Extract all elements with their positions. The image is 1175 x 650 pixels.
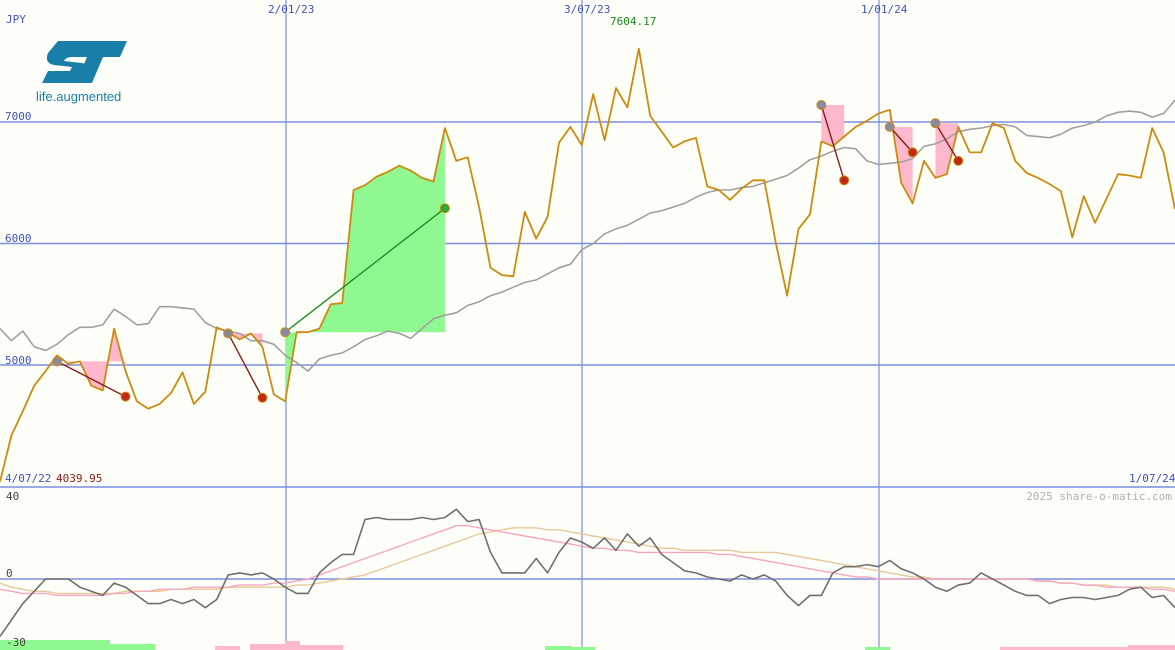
osc-histogram-bar <box>250 644 285 650</box>
oscillator-panel <box>0 508 1175 650</box>
osc-histogram-bar <box>1070 647 1128 650</box>
osc-histogram-bar <box>215 646 240 650</box>
benchmark-line <box>0 99 1175 372</box>
trade-fill-gain <box>285 128 445 402</box>
trade-connector <box>889 126 914 153</box>
st-logo-mark <box>42 41 127 83</box>
trade-exit-point <box>439 203 450 214</box>
osc-histogram-bar <box>110 644 155 650</box>
max-value-label: 7604.17 <box>610 15 656 28</box>
x-tick-label: 2/01/23 <box>268 3 314 16</box>
trade-exit-point <box>953 155 964 166</box>
trade-markers <box>52 99 964 403</box>
osc-histogram-bar <box>300 645 343 650</box>
trade-connector <box>284 207 446 333</box>
osc-histogram-bar <box>1128 645 1175 650</box>
x-tick-label: 1/07/24 <box>1129 472 1175 485</box>
trade-entry-point <box>816 99 827 110</box>
osc-histogram-bar <box>865 647 890 650</box>
trade-connector <box>56 360 126 398</box>
trade-fill-loss <box>57 328 126 391</box>
osc-oscillator-line <box>0 508 1175 637</box>
trade-connector <box>227 333 263 399</box>
osc-histogram-bar <box>0 640 110 650</box>
osc-histogram-bar <box>545 646 572 650</box>
y-tick-label: 7000 <box>5 110 32 123</box>
trade-entry-point <box>884 121 895 132</box>
trade-exit-point <box>907 147 918 158</box>
osc-histogram-bar <box>285 641 300 650</box>
osc-y-tick-label: 40 <box>6 490 19 503</box>
trade-exit-point <box>257 392 268 403</box>
x-tick-label: 4/07/22 <box>5 472 51 485</box>
min-value-label: 4039.95 <box>56 472 102 485</box>
osc-histogram-bar <box>572 647 595 650</box>
osc-y-tick-label: -30 <box>6 636 26 649</box>
trade-connector <box>934 122 959 162</box>
trade-entry-point <box>223 328 234 339</box>
watermark: 2025 share-o-matic.com <box>1026 490 1172 503</box>
st-logo: life.augmented <box>36 41 127 104</box>
currency-label: JPY <box>6 13 26 26</box>
x-tick-label: 1/01/24 <box>861 3 908 16</box>
price-line <box>0 47 1175 482</box>
trade-fill-loss <box>935 123 959 178</box>
trade-entry-point <box>930 118 941 129</box>
logo-tagline: life.augmented <box>36 89 121 104</box>
y-tick-label: 5000 <box>5 354 32 367</box>
osc-y-tick-label: 0 <box>6 567 13 580</box>
trade-entry-point <box>52 356 63 367</box>
trade-exit-point <box>839 175 850 186</box>
series-lines <box>0 47 1175 482</box>
trade-entry-point <box>280 327 291 338</box>
trade-exit-point <box>120 391 131 402</box>
trade-connector <box>820 104 845 181</box>
osc-fast-average-line <box>0 525 1175 597</box>
trade-fill-loss <box>821 104 845 147</box>
y-tick-label: 6000 <box>5 232 32 245</box>
x-tick-label: 3/07/23 <box>564 3 610 16</box>
osc-histogram-bar <box>1000 647 1070 650</box>
